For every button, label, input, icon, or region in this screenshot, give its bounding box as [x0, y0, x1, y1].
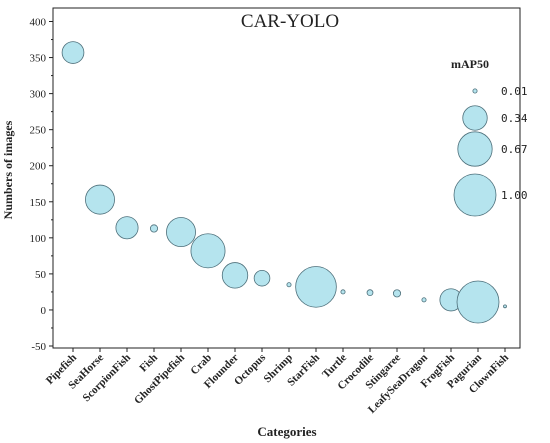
bubble-crab — [190, 233, 226, 269]
bubble-series — [61, 41, 507, 324]
bubble-starfish — [295, 266, 337, 308]
bubble-pipefish — [61, 41, 85, 64]
legend-bubble — [457, 131, 493, 167]
legend-bubble — [462, 105, 488, 131]
legend-label: 0.01 — [501, 85, 528, 98]
bubble-shrimp — [286, 282, 292, 288]
plot-border — [52, 7, 521, 349]
y-tick-label: 150 — [30, 197, 47, 209]
y-axis: -50 0 50 100 150 200 250 300 350 400 — [30, 17, 53, 353]
bubble-scorpionfish — [115, 216, 139, 240]
y-tick-label: -50 — [31, 341, 46, 353]
legend-label: 1.00 — [501, 189, 528, 202]
bubble-flounder — [221, 262, 249, 289]
y-tick-label: 0 — [41, 305, 47, 317]
bubble-seahorse — [85, 184, 115, 215]
bubble-stingaree — [392, 289, 402, 298]
bubble-ghostpipefish — [166, 217, 196, 248]
bubble-octopus — [253, 269, 271, 287]
y-tick-label: 250 — [30, 125, 47, 137]
chart-title: CAR-YOLO — [241, 11, 339, 32]
legend-title: mAP50 — [451, 57, 489, 71]
y-tick-label: 300 — [30, 89, 47, 101]
bubble-turtle — [340, 289, 346, 295]
y-tick-label: 50 — [35, 269, 47, 281]
x-axis-label: Categories — [257, 424, 316, 439]
bubble-leafyseadragon — [421, 297, 427, 303]
y-tick-label: 200 — [30, 161, 47, 173]
y-axis-label: Numbers of images — [1, 120, 15, 219]
legend-bubble — [453, 173, 497, 217]
legend-bubble — [472, 88, 478, 94]
x-tick-label: Fish — [137, 352, 160, 375]
legend-label: 0.34 — [501, 112, 528, 125]
y-tick-label: 400 — [30, 17, 47, 29]
plot-frame — [52, 7, 521, 349]
y-tick-label: 350 — [30, 53, 47, 65]
bubble-pagurian — [456, 280, 500, 324]
size-legend: 0.01 0.34 0.67 1.00 — [453, 85, 528, 217]
legend-label: 0.67 — [501, 143, 528, 156]
bubble-fish — [149, 224, 159, 233]
bubble-crocodile — [366, 289, 374, 297]
bubble-clownfish — [503, 304, 507, 309]
y-tick-label: 100 — [30, 233, 47, 245]
